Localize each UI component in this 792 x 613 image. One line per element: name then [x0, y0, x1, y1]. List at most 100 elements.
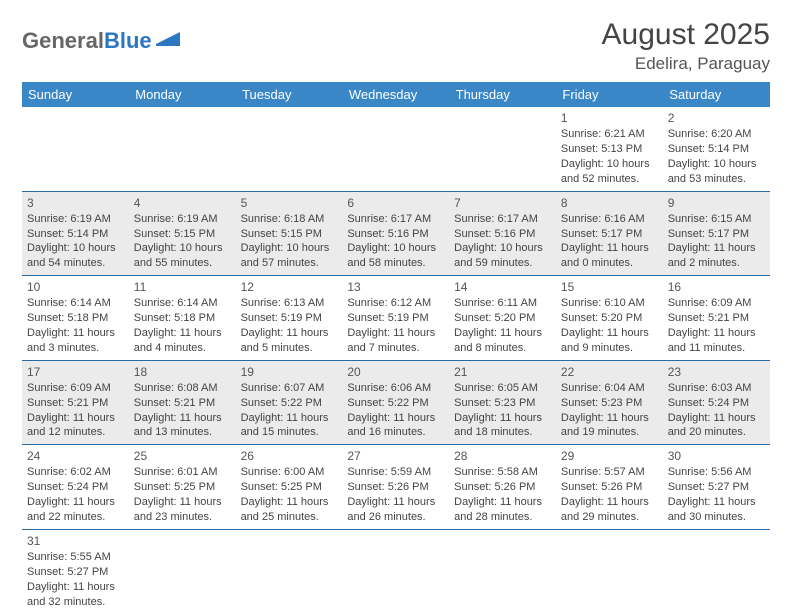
sunrise-line: Sunrise: 5:59 AM [347, 465, 444, 480]
day-number: 15 [561, 279, 658, 295]
sunset-line: Sunset: 5:14 PM [27, 227, 124, 242]
logo-text-1: General [22, 28, 104, 54]
daylight-line-1: Daylight: 11 hours [347, 326, 444, 341]
sunrise-line: Sunrise: 6:02 AM [27, 465, 124, 480]
calendar-cell: 14Sunrise: 6:11 AMSunset: 5:20 PMDayligh… [449, 276, 556, 361]
location: Edelira, Paraguay [602, 54, 770, 74]
day-header: Monday [129, 82, 236, 107]
calendar-cell: 20Sunrise: 6:06 AMSunset: 5:22 PMDayligh… [342, 360, 449, 445]
day-number: 11 [134, 279, 231, 295]
day-number: 8 [561, 195, 658, 211]
sunrise-line: Sunrise: 6:08 AM [134, 381, 231, 396]
calendar-cell [556, 529, 663, 613]
sunset-line: Sunset: 5:22 PM [347, 396, 444, 411]
sunset-line: Sunset: 5:25 PM [241, 480, 338, 495]
day-number: 29 [561, 448, 658, 464]
day-number: 4 [134, 195, 231, 211]
calendar-cell [663, 529, 770, 613]
daylight-line-1: Daylight: 11 hours [454, 411, 551, 426]
calendar-cell: 24Sunrise: 6:02 AMSunset: 5:24 PMDayligh… [22, 445, 129, 530]
daylight-line-1: Daylight: 11 hours [134, 326, 231, 341]
daylight-line-2: and 30 minutes. [668, 510, 765, 525]
daylight-line-2: and 29 minutes. [561, 510, 658, 525]
calendar-week-row: 1Sunrise: 6:21 AMSunset: 5:13 PMDaylight… [22, 107, 770, 191]
sunset-line: Sunset: 5:24 PM [27, 480, 124, 495]
calendar-cell: 26Sunrise: 6:00 AMSunset: 5:25 PMDayligh… [236, 445, 343, 530]
day-number: 5 [241, 195, 338, 211]
calendar-cell: 5Sunrise: 6:18 AMSunset: 5:15 PMDaylight… [236, 191, 343, 276]
daylight-line-2: and 53 minutes. [668, 172, 765, 187]
calendar-cell: 17Sunrise: 6:09 AMSunset: 5:21 PMDayligh… [22, 360, 129, 445]
sunset-line: Sunset: 5:22 PM [241, 396, 338, 411]
daylight-line-2: and 23 minutes. [134, 510, 231, 525]
daylight-line-2: and 26 minutes. [347, 510, 444, 525]
sunset-line: Sunset: 5:19 PM [347, 311, 444, 326]
day-number: 16 [668, 279, 765, 295]
daylight-line-2: and 15 minutes. [241, 425, 338, 440]
sunrise-line: Sunrise: 6:14 AM [134, 296, 231, 311]
calendar-cell [236, 529, 343, 613]
daylight-line-1: Daylight: 11 hours [561, 326, 658, 341]
sunrise-line: Sunrise: 6:17 AM [454, 212, 551, 227]
sunset-line: Sunset: 5:18 PM [27, 311, 124, 326]
sunrise-line: Sunrise: 5:58 AM [454, 465, 551, 480]
daylight-line-1: Daylight: 11 hours [347, 411, 444, 426]
daylight-line-2: and 59 minutes. [454, 256, 551, 271]
daylight-line-1: Daylight: 11 hours [241, 495, 338, 510]
calendar-cell [129, 529, 236, 613]
daylight-line-2: and 11 minutes. [668, 341, 765, 356]
daylight-line-1: Daylight: 10 hours [561, 157, 658, 172]
day-header: Sunday [22, 82, 129, 107]
daylight-line-1: Daylight: 11 hours [561, 495, 658, 510]
sunset-line: Sunset: 5:26 PM [347, 480, 444, 495]
day-number: 18 [134, 364, 231, 380]
calendar-cell: 13Sunrise: 6:12 AMSunset: 5:19 PMDayligh… [342, 276, 449, 361]
calendar-cell: 6Sunrise: 6:17 AMSunset: 5:16 PMDaylight… [342, 191, 449, 276]
daylight-line-1: Daylight: 11 hours [134, 411, 231, 426]
sunrise-line: Sunrise: 6:13 AM [241, 296, 338, 311]
day-number: 1 [561, 110, 658, 126]
calendar-cell: 22Sunrise: 6:04 AMSunset: 5:23 PMDayligh… [556, 360, 663, 445]
sunrise-line: Sunrise: 6:16 AM [561, 212, 658, 227]
calendar-cell: 29Sunrise: 5:57 AMSunset: 5:26 PMDayligh… [556, 445, 663, 530]
daylight-line-2: and 55 minutes. [134, 256, 231, 271]
sunrise-line: Sunrise: 6:19 AM [27, 212, 124, 227]
calendar-cell: 3Sunrise: 6:19 AMSunset: 5:14 PMDaylight… [22, 191, 129, 276]
daylight-line-1: Daylight: 11 hours [668, 495, 765, 510]
calendar-cell [342, 107, 449, 191]
daylight-line-1: Daylight: 11 hours [454, 326, 551, 341]
sunset-line: Sunset: 5:23 PM [454, 396, 551, 411]
daylight-line-2: and 57 minutes. [241, 256, 338, 271]
calendar-cell: 2Sunrise: 6:20 AMSunset: 5:14 PMDaylight… [663, 107, 770, 191]
sunset-line: Sunset: 5:15 PM [134, 227, 231, 242]
sunrise-line: Sunrise: 5:55 AM [27, 550, 124, 565]
sunrise-line: Sunrise: 6:19 AM [134, 212, 231, 227]
calendar-cell [449, 107, 556, 191]
calendar-cell: 1Sunrise: 6:21 AMSunset: 5:13 PMDaylight… [556, 107, 663, 191]
calendar-cell: 21Sunrise: 6:05 AMSunset: 5:23 PMDayligh… [449, 360, 556, 445]
daylight-line-1: Daylight: 11 hours [27, 495, 124, 510]
logo: GeneralBlue [22, 18, 182, 54]
calendar-cell: 9Sunrise: 6:15 AMSunset: 5:17 PMDaylight… [663, 191, 770, 276]
sunset-line: Sunset: 5:17 PM [561, 227, 658, 242]
sunset-line: Sunset: 5:16 PM [347, 227, 444, 242]
day-number: 12 [241, 279, 338, 295]
sunset-line: Sunset: 5:24 PM [668, 396, 765, 411]
sunset-line: Sunset: 5:21 PM [134, 396, 231, 411]
sunset-line: Sunset: 5:20 PM [561, 311, 658, 326]
calendar-cell: 19Sunrise: 6:07 AMSunset: 5:22 PMDayligh… [236, 360, 343, 445]
flag-icon [156, 28, 182, 54]
sunrise-line: Sunrise: 6:09 AM [27, 381, 124, 396]
day-number: 19 [241, 364, 338, 380]
calendar-cell: 12Sunrise: 6:13 AMSunset: 5:19 PMDayligh… [236, 276, 343, 361]
calendar-cell: 7Sunrise: 6:17 AMSunset: 5:16 PMDaylight… [449, 191, 556, 276]
sunrise-line: Sunrise: 6:04 AM [561, 381, 658, 396]
day-header: Friday [556, 82, 663, 107]
calendar-week-row: 17Sunrise: 6:09 AMSunset: 5:21 PMDayligh… [22, 360, 770, 445]
sunrise-line: Sunrise: 6:17 AM [347, 212, 444, 227]
calendar-cell: 11Sunrise: 6:14 AMSunset: 5:18 PMDayligh… [129, 276, 236, 361]
daylight-line-2: and 2 minutes. [668, 256, 765, 271]
sunset-line: Sunset: 5:23 PM [561, 396, 658, 411]
calendar-cell: 18Sunrise: 6:08 AMSunset: 5:21 PMDayligh… [129, 360, 236, 445]
daylight-line-1: Daylight: 11 hours [27, 580, 124, 595]
